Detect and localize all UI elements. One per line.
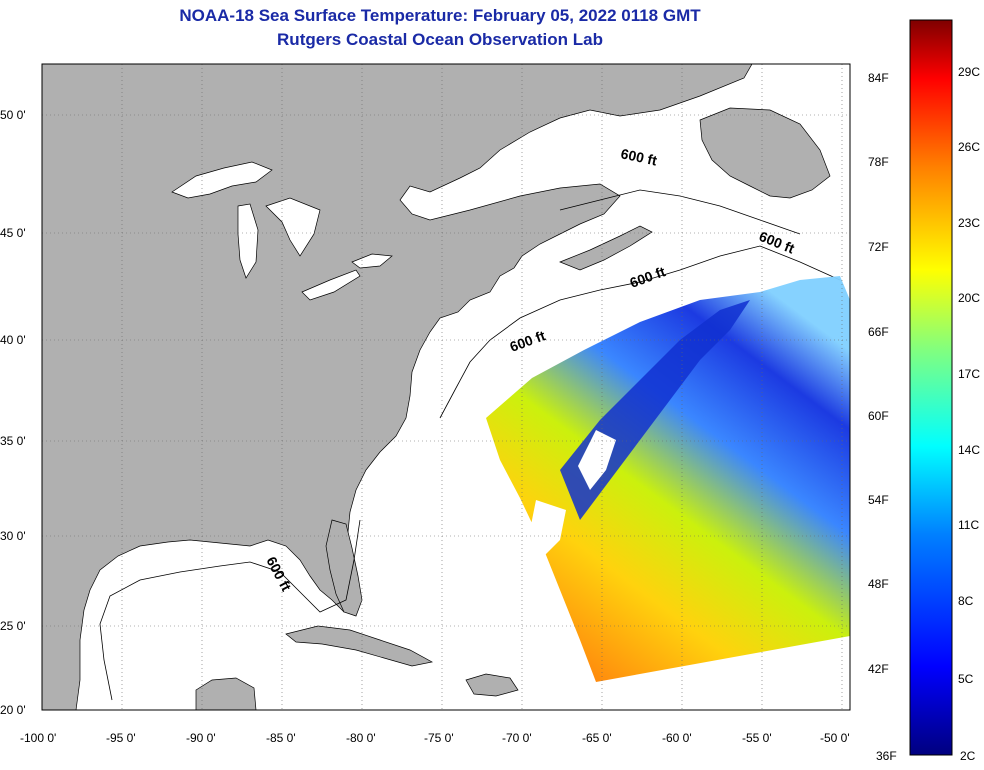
lake-erie [301,269,361,301]
colorbar-f-label: 66F [868,325,889,339]
lon-label: -50 0' [820,731,850,745]
colorbar-c-label: 26C [958,140,980,154]
sst-swath [486,276,850,682]
land-cuba [285,625,434,667]
lon-label: -55 0' [742,731,772,745]
depth-contour-600ft-gulf [99,519,361,701]
colorbar-c-label: 14C [958,443,980,457]
colorbar-c-label: 23C [958,216,980,230]
lon-label: -95 0' [106,731,136,745]
colorbar-f-label: 78F [868,155,889,169]
land-nova-scotia [559,225,653,271]
land-newfoundland [699,107,831,199]
depth-contour-600ft-north [559,189,801,235]
colorbar-f-label: 72F [868,240,889,254]
cloud-gap-2 [530,500,566,560]
lat-label: 35 0' [0,434,26,448]
lon-label: -80 0' [346,731,376,745]
lake-huron [265,197,321,257]
land-north-america [42,64,753,710]
lake-superior [171,161,273,199]
colorbar-f-label: 54F [868,493,889,507]
colorbar [909,19,953,756]
depth-contour-600ft [439,245,841,419]
lat-axis: 50 0' 45 0' 40 0' 35 0' 30 0' 25 0' 20 0… [0,108,26,717]
lat-label: 40 0' [0,333,26,347]
lon-label: -60 0' [662,731,692,745]
lake-michigan [237,203,259,279]
map-subtitle: Rutgers Coastal Ocean Observation Lab [277,30,603,49]
colorbar-c-label: 20C [958,291,980,305]
colorbar-celsius-labels: 29C 26C 23C 20C 17C 14C 11C 8C 5C 2C [958,65,980,763]
map-title: NOAA-18 Sea Surface Temperature: Februar… [179,6,701,25]
colorbar-fahrenheit-labels: 84F 78F 72F 66F 60F 54F 48F 42F 36F [868,71,897,763]
lon-label: -70 0' [502,731,532,745]
land-florida [325,519,363,617]
lon-label: -90 0' [186,731,216,745]
colorbar-f-label: 36F [876,749,897,763]
lat-label: 30 0' [0,529,26,543]
colorbar-c-label: 8C [958,594,974,608]
colorbar-f-label: 84F [868,71,889,85]
colorbar-c-label: 2C [960,749,976,763]
colorbar-c-label: 17C [958,367,980,381]
colorbar-f-label: 48F [868,577,889,591]
land-hispaniola [465,673,519,697]
colorbar-c-label: 11C [958,518,979,532]
lon-axis: -100 0' -95 0' -90 0' -85 0' -80 0' -75 … [20,731,850,745]
colorbar-c-label: 5C [958,672,974,686]
lon-label: -85 0' [266,731,296,745]
cloud-gap [578,430,616,490]
land-yucatan [195,677,257,710]
lat-label: 50 0' [0,108,26,122]
lat-label: 25 0' [0,619,26,633]
colorbar-f-label: 60F [868,409,889,423]
lat-label: 45 0' [0,226,26,240]
colorbar-f-label: 42F [868,662,889,676]
depth-label: 600 ft [619,145,658,168]
lon-label: -100 0' [20,731,56,745]
lat-label: 20 0' [0,703,26,717]
lon-label: -65 0' [582,731,612,745]
lon-label: -75 0' [424,731,454,745]
colorbar-c-label: 29C [958,65,980,79]
map-frame [41,63,851,711]
